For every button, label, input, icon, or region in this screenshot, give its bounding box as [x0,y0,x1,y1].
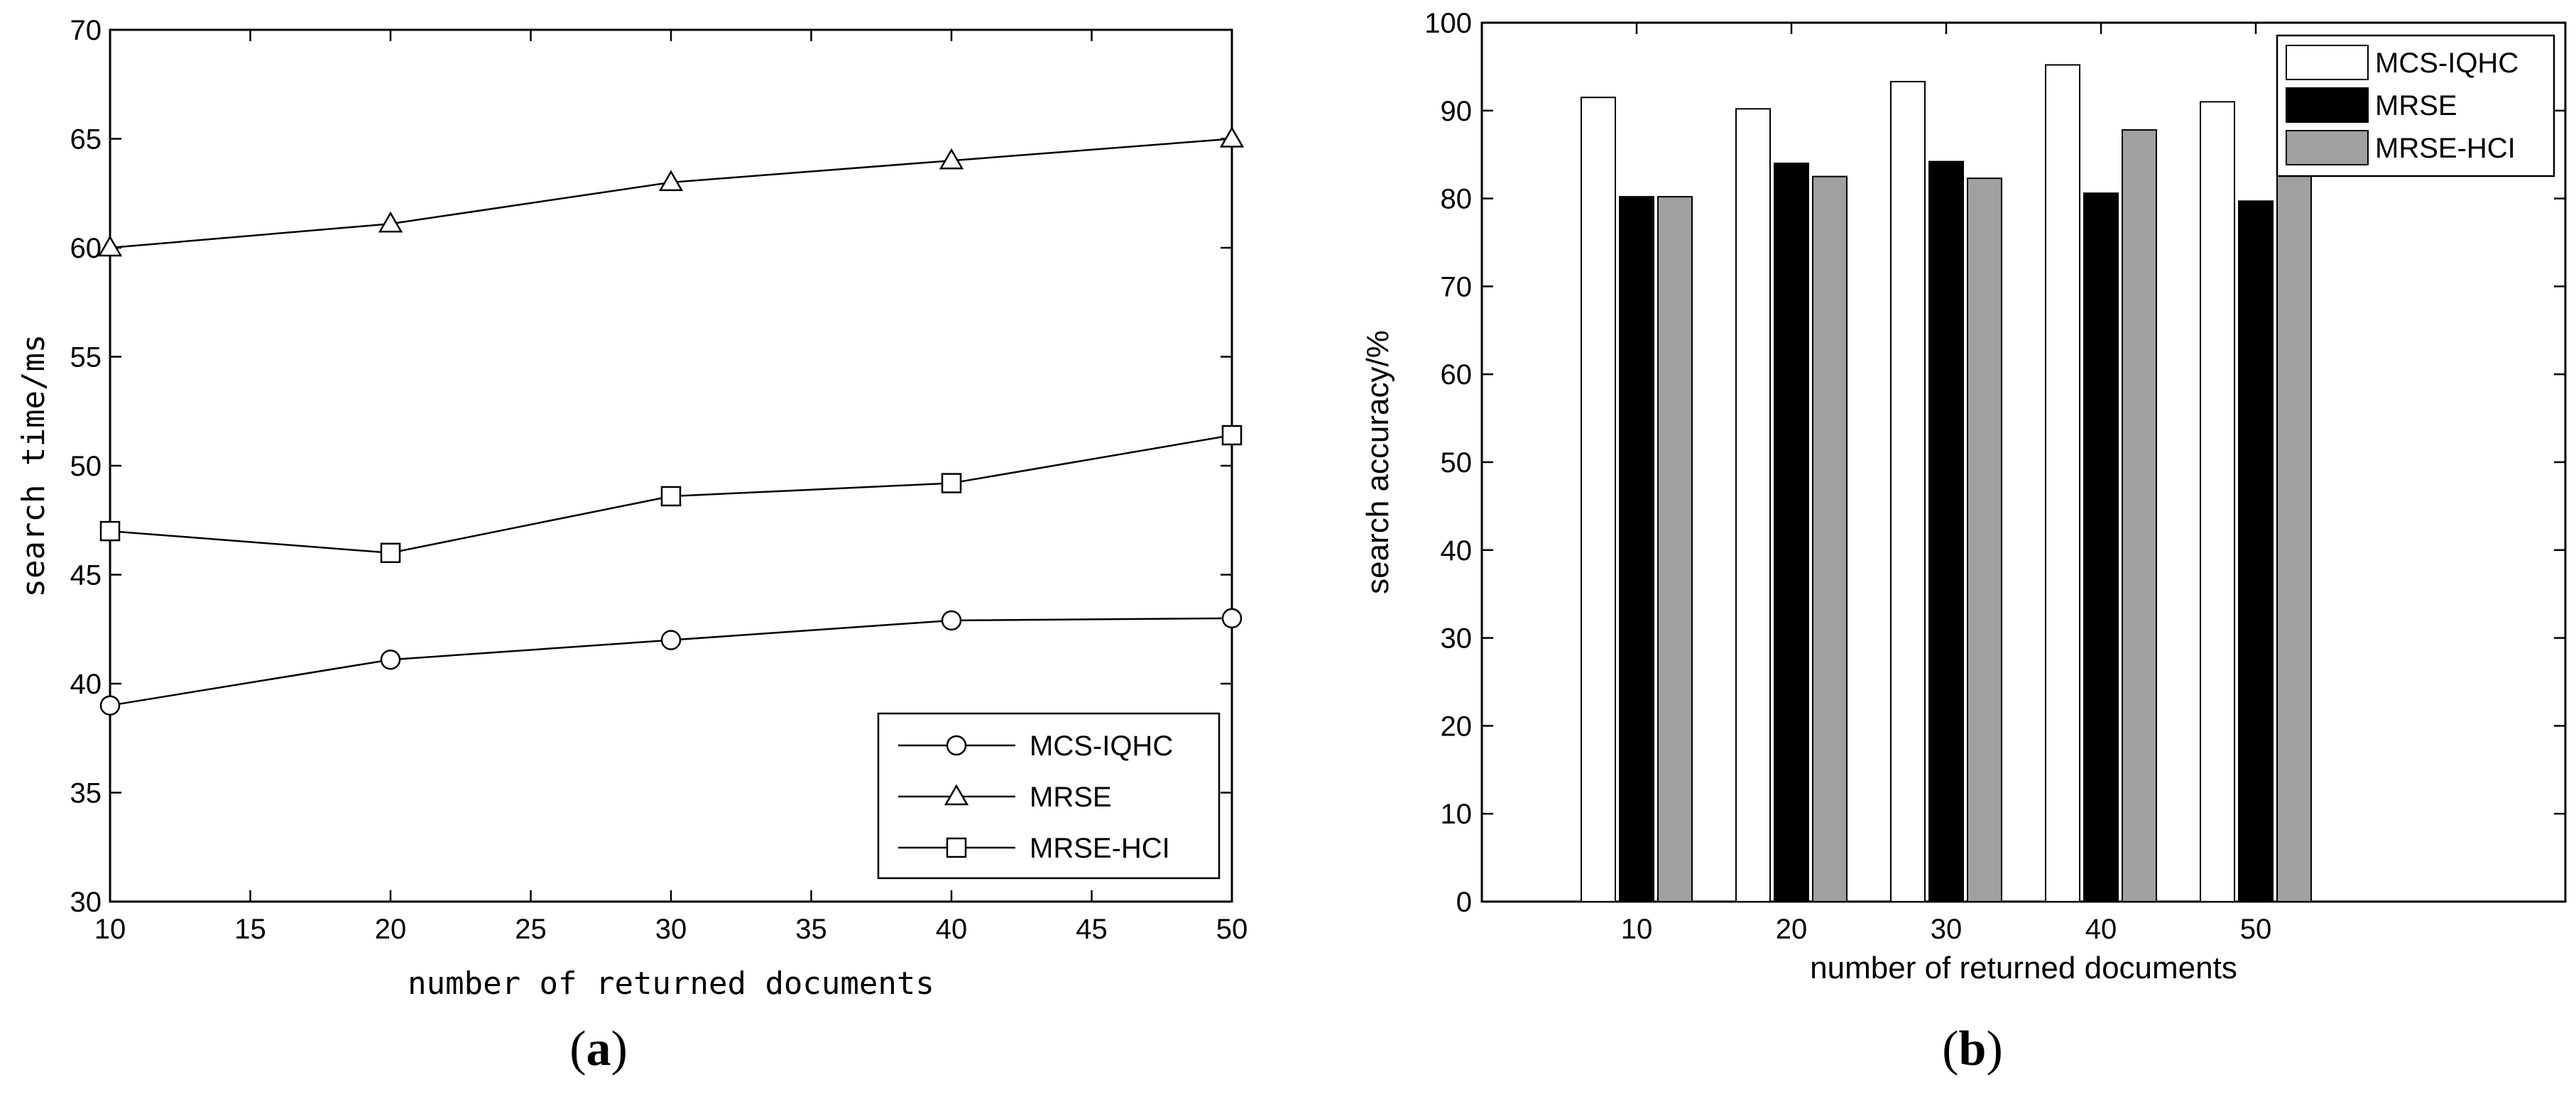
y-tick-label-a: 35 [70,778,102,809]
x-tick-label-b: 20 [1776,914,1808,945]
y-tick-label-a: 60 [70,233,102,264]
y-tick-label-b: 30 [1441,623,1473,655]
legend-label-b: MCS-IQHC [2375,48,2518,79]
y-tick-label-b: 40 [1441,535,1473,567]
y-axis-label-b: search accuracy/% [1360,330,1395,594]
legend-label-a: MRSE-HCI [1030,833,1170,864]
data-point-mrse-hci [660,486,682,507]
x-tick-label-a: 40 [936,914,968,945]
bar-mrse [1928,160,1964,902]
bar-mcs-iqhc [2045,64,2080,903]
legend-swatch-b [2286,45,2369,80]
x-tick-label-a: 10 [94,914,126,945]
bars-b [1581,64,2312,903]
legend-marker-a [946,837,967,858]
x-tick-label-a: 45 [1076,914,1108,945]
panel-label-a: (a) [569,1022,628,1076]
x-axis-label-a: number of returned documents [408,966,934,1002]
data-point-mcs-iqhc [660,630,682,650]
bar-mrse [1619,196,1654,902]
bar-mrse [1774,163,1809,903]
data-point-mcs-iqhc [380,649,401,670]
panel-letter-b: b [1959,1022,1987,1076]
y-tick-label-a: 40 [70,669,102,700]
legend-marker-a [946,735,967,756]
bar-mcs-iqhc [2200,101,2235,902]
data-point-mrse-hci [99,520,121,542]
data-point-mrse [939,148,964,170]
y-tick-label-a: 55 [70,342,102,373]
bar-mrse-hci [1967,177,2002,903]
x-tick-label-a: 15 [234,914,266,945]
data-point-mrse [658,170,684,192]
bar-mrse-hci [1812,175,1848,902]
y-tick-label-a: 65 [70,124,102,155]
bar-mrse-hci [2276,109,2312,902]
data-point-mrse-hci [1221,425,1243,446]
y-axis-label-a: search time/ms [16,334,52,598]
x-tick-label-a: 30 [655,914,687,945]
bar-mrse [2083,192,2119,902]
y-tick-label-b: 0 [1456,887,1472,918]
data-point-mrse [378,211,403,233]
data-point-mrse [1219,126,1245,148]
x-tick-label-b: 50 [2240,914,2272,945]
y-tick-label-b: 100 [1424,8,1472,39]
y-tick-label-b: 60 [1441,359,1473,390]
x-tick-label-b: 30 [1931,914,1963,945]
x-tick-label-b: 10 [1621,914,1653,945]
panel-letter-a: a [586,1022,611,1076]
x-axis-label-b: number of returned documents [1810,951,2237,985]
y-tick-label-a: 50 [70,451,102,482]
legend-label-b: MRSE [2375,90,2457,121]
x-tick-label-a: 35 [795,914,827,945]
y-tick-label-b: 10 [1441,799,1473,830]
y-tick-label-b: 70 [1441,271,1473,302]
data-point-mrse-hci [941,473,962,493]
x-tick-label-a: 20 [375,914,407,945]
bar-mrse-hci [1657,196,1693,902]
bar-mrse-hci [2122,129,2157,902]
bar-mrse [2238,200,2274,902]
legend-swatch-b [2286,130,2369,165]
data-point-mrse [97,235,123,257]
bar-chart-search-accuracy: 0 10 20 30 40 50 60 70 80 90 100 10 20 30 40 50 number … [1360,8,2567,1076]
y-tick-label-a: 70 [70,15,102,46]
legend-b: MCS-IQHC MRSE MRSE-HCI [2276,34,2555,177]
x-tick-label-b: 40 [2085,914,2117,945]
series-markers-a [97,126,1245,716]
data-point-mrse-hci [380,542,401,564]
legend-a: MCS-IQHC MRSE MRSE-HCI [877,712,1221,880]
x-tick-label-a: 25 [515,914,547,945]
line-chart-search-time: 10 15 20 25 30 35 40 45 50 30 35 40 45 50 55 60 65 70 num… [16,15,1248,1076]
legend-label-a: MCS-IQHC [1030,731,1173,762]
data-point-mcs-iqhc [99,695,121,716]
y-tick-label-a: 30 [70,887,102,918]
bar-mcs-iqhc [1735,108,1771,903]
data-point-mcs-iqhc [941,610,962,631]
y-tick-label-a: 45 [70,560,102,591]
y-tick-label-b: 90 [1441,96,1473,127]
panel-label-b: (b) [1942,1022,2003,1076]
bar-mcs-iqhc [1581,97,1616,903]
data-point-mcs-iqhc [1221,608,1243,629]
bar-mcs-iqhc [1890,80,1926,902]
axis-ticks-b: 0 10 20 30 40 50 60 70 80 90 100 10 20 30 40 50 [1424,8,2565,945]
legend-label-a: MRSE [1030,782,1112,813]
y-tick-label-b: 20 [1441,711,1473,742]
legend-swatch-b [2286,87,2369,123]
axis-ticks-a: 10 15 20 25 30 35 40 45 50 30 35 40 45 50 55 60 65 70 [70,15,1248,945]
legend-marker-a [944,784,969,806]
y-tick-label-b: 80 [1441,184,1473,215]
y-tick-label-b: 50 [1441,447,1473,478]
x-tick-label-a: 50 [1216,914,1248,945]
legend-label-b: MRSE-HCI [2375,133,2516,164]
